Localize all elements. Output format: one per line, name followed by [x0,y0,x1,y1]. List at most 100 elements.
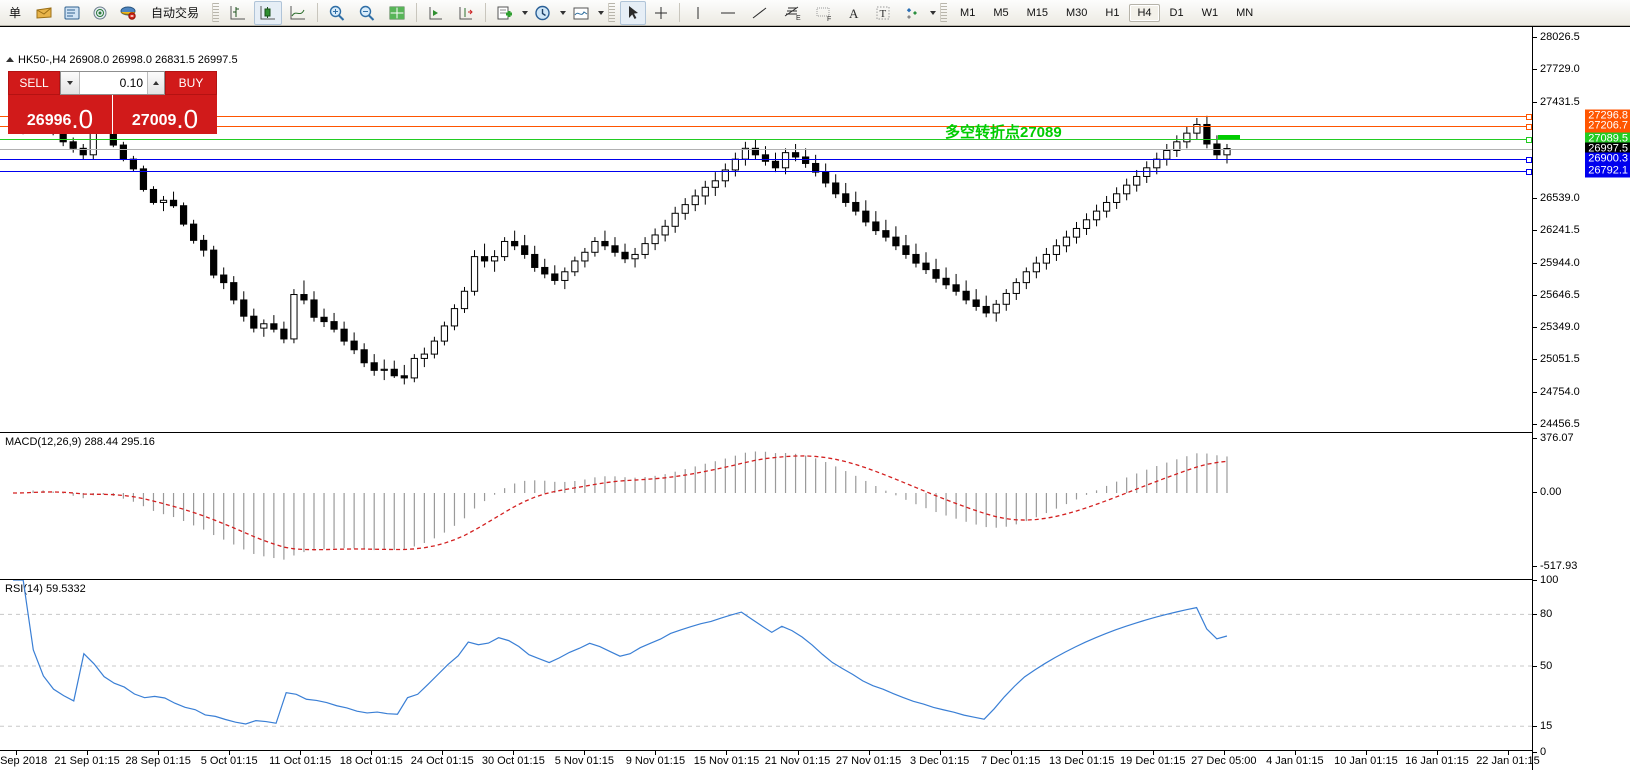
time-tick [371,751,373,755]
cursor-icon[interactable] [620,0,647,25]
time-tick-label: 3 Dec 01:15 [909,755,970,767]
time-tick [939,751,941,755]
collapse-triangle-icon[interactable] [6,57,14,62]
rsi-pane[interactable]: RSI(14) 59.5332 [0,579,1532,769]
buy-price-cell[interactable]: 27009.0 [113,95,217,134]
period-icon[interactable] [529,1,557,25]
price-level-tag[interactable]: 27206.7 [1585,119,1630,133]
time-tick-label: 27 Dec 05:00 [1191,755,1257,767]
candlestick-chart-icon[interactable] [254,0,283,25]
sell-price-integer: 26996 [26,112,72,129]
buy-button[interactable]: BUY [165,71,217,95]
toolbar-grip-1[interactable] [212,3,220,22]
macd-pane[interactable]: MACD(12,26,9) 288.44 295.16 [0,432,1532,572]
timeframe-h4[interactable]: H4 [1129,3,1160,22]
volume-increase-icon[interactable] [147,72,164,94]
price-tick-label: 24754.0 [1540,385,1580,398]
time-tick [1365,751,1367,755]
level-handle[interactable] [1526,123,1532,130]
bar-chart-icon[interactable] [224,1,252,25]
trendline-icon[interactable] [745,1,775,25]
price-tick [1533,198,1537,200]
horizontal-line-icon[interactable] [713,1,743,25]
support-line-2[interactable] [0,168,1532,175]
sell-button[interactable]: SELL [8,71,60,95]
symbol-ohlc-text: HK50-,H4 26908.0 26998.0 26831.5 26997.5 [18,54,238,66]
time-tick-label: 16 Jan 01:15 [1405,755,1469,767]
line-chart-icon[interactable] [284,1,312,25]
objects-icon[interactable] [899,1,927,25]
one-click-trading-panel[interactable]: SELL 0.10 BUY 26996.0 27009.0 [8,71,217,134]
auto-trading-button[interactable]: 自动交易 [143,1,207,25]
time-tick-label: 7 Dec 01:15 [980,755,1041,767]
time-tick-label: 18 Oct 01:15 [339,755,403,767]
rsi-tick [1533,580,1537,581]
pivot-line[interactable] [0,136,1532,143]
toolbar-grip-2[interactable] [608,3,616,22]
timeframe-d1[interactable]: D1 [1169,6,1184,19]
zoom-out-icon[interactable] [353,1,381,25]
price-axis[interactable]: 28026.5 27729.0 27431.5 26539.0 26241.5 25944… [1532,27,1630,770]
vertical-line-icon[interactable] [685,1,711,25]
toolbar-cut-label[interactable]: 单 [1,1,29,25]
level-handle[interactable] [1526,136,1532,143]
volume-field[interactable]: 0.10 [60,71,165,95]
price-pane[interactable]: 多空转折点27089 [0,27,1532,431]
candlestick-series [9,101,1231,385]
price-level-tag[interactable]: 27089.5 [1585,132,1630,146]
chart-canvas-area[interactable]: HK50-,H4 26908.0 26998.0 26831.5 26997.5… [0,26,1630,770]
support-line-1[interactable] [0,157,1532,164]
price-level-tag[interactable]: 26900.3 [1585,152,1630,166]
pivot-annotation-text[interactable]: 多空转折点27089 [945,123,1062,141]
price-tick-label: 25944.0 [1540,256,1580,269]
macd-tick [1533,565,1537,567]
time-tick [229,751,231,755]
signal-icon[interactable] [87,1,113,25]
objects-caret-icon[interactable] [930,10,937,15]
sell-price-cell[interactable]: 26996.0 [8,95,113,134]
time-tick-label: 27 Nov 01:15 [835,755,902,767]
text-icon[interactable]: T [869,1,897,25]
time-tick-label: 5 Nov 01:15 [554,755,615,767]
news-icon[interactable] [59,1,85,25]
expert-advisor-icon[interactable] [115,1,141,25]
crosshair-icon[interactable] [648,1,674,25]
timeframe-m1[interactable]: M1 [960,6,976,19]
envelope-icon[interactable] [31,1,57,25]
templates-icon[interactable] [567,1,595,25]
price-level-tag[interactable]: 26792.1 [1585,164,1630,178]
time-tick [1223,751,1225,755]
level-handle[interactable] [1526,168,1532,175]
tile-windows-icon[interactable] [383,1,411,25]
timeframe-m30[interactable]: M30 [1066,6,1088,19]
timeframe-w1[interactable]: W1 [1201,6,1219,19]
timeframe-m5[interactable]: M5 [993,6,1009,19]
chart-shift-icon[interactable] [452,1,480,25]
timeframe-m15[interactable]: M15 [1026,6,1048,19]
time-axis[interactable]: 17 Sep 2018 21 Sep 01:15 28 Sep 01:15 5 Oct… [0,750,1540,769]
period-caret-icon[interactable] [560,10,567,15]
add-indicator-icon[interactable] [491,1,519,25]
resistance-line-1[interactable] [0,114,1532,121]
channel-icon[interactable]: F [809,1,839,25]
level-handle[interactable] [1526,114,1532,121]
resistance-line-2[interactable] [0,123,1532,130]
time-tick [300,751,302,755]
text-label-icon[interactable]: A [841,1,867,25]
templates-caret-icon[interactable] [598,10,605,15]
zoom-in-icon[interactable] [323,1,351,25]
fibonacci-icon[interactable]: E [777,1,807,25]
auto-scroll-icon[interactable] [422,1,450,25]
toolbar-grip-3[interactable] [940,3,948,22]
volume-value[interactable]: 0.10 [80,72,147,94]
add-indicator-caret-icon[interactable] [522,10,529,15]
timeframe-mn[interactable]: MN [1236,6,1254,19]
svg-text:A: A [849,6,859,21]
level-handle[interactable] [1526,157,1532,164]
timeframe-h1[interactable]: H1 [1105,6,1120,19]
volume-dropdown-icon[interactable] [61,72,80,94]
rsi-tick [1533,666,1537,667]
price-level-tag[interactable]: 26997.5 [1585,142,1630,156]
green-marker-object[interactable] [1218,134,1240,139]
time-tick [158,751,160,755]
